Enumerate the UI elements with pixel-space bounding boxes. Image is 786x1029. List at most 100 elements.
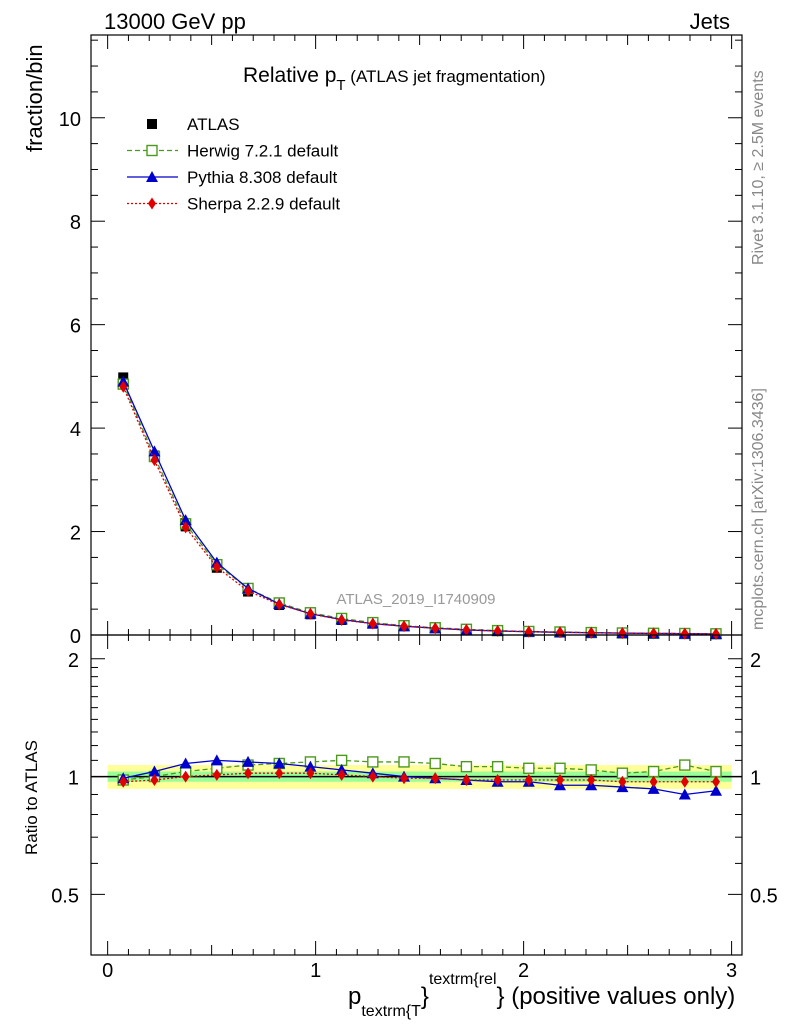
main-data-point bbox=[368, 617, 377, 630]
ratio-data-point bbox=[710, 765, 722, 778]
ratio-series-line bbox=[123, 772, 717, 783]
main-data-point bbox=[587, 626, 596, 639]
ratio-data-point bbox=[181, 770, 190, 783]
ratio-data-point bbox=[680, 775, 689, 788]
main-data-point bbox=[150, 454, 159, 467]
ratio-data-point bbox=[679, 759, 691, 771]
ratio-data-point bbox=[273, 757, 286, 769]
ratio-data-point bbox=[556, 773, 565, 786]
ratio-data-point bbox=[337, 768, 346, 781]
x-axis-label: ptextrm{T}textrm{rel} (positive values o… bbox=[348, 971, 735, 1020]
ratio-data-point bbox=[335, 754, 348, 767]
ratio-data-point bbox=[179, 757, 192, 769]
ratio-data-point bbox=[275, 767, 284, 780]
main-data-point bbox=[212, 561, 221, 574]
ratio-data-point bbox=[462, 773, 471, 786]
ratio-data-point bbox=[647, 782, 660, 794]
ratio-data-point bbox=[618, 775, 627, 788]
ratio-data-point bbox=[429, 757, 441, 770]
main-data-point bbox=[493, 624, 502, 637]
mcplots-label: mcplots.cern.ch [arXiv:1306.3436] bbox=[750, 388, 767, 630]
ratio-y-tick-label-right: 1 bbox=[750, 768, 761, 790]
main-y-tick-label: 6 bbox=[70, 316, 81, 338]
ratio-data-point bbox=[244, 767, 253, 780]
ratio-data-point bbox=[242, 755, 255, 767]
main-series-line bbox=[122, 386, 717, 635]
ratio-data-point bbox=[148, 765, 161, 777]
header-left: 13000 GeV pp bbox=[104, 9, 246, 34]
ratio-data-point bbox=[398, 756, 410, 768]
ratio-data-point bbox=[150, 773, 159, 786]
legend-label: Pythia 8.308 default bbox=[187, 168, 338, 187]
main-data-point bbox=[462, 623, 471, 636]
main-y-tick-label: 8 bbox=[70, 212, 81, 234]
main-y-tick-label: 0 bbox=[70, 626, 81, 648]
x-tick-label: 2 bbox=[518, 960, 529, 982]
main-data-point bbox=[181, 521, 190, 534]
x-tick-label: 1 bbox=[310, 960, 321, 982]
ratio-data-point bbox=[523, 762, 535, 774]
analysis-watermark: ATLAS_2019_I1740909 bbox=[336, 591, 495, 608]
ratio-series-line bbox=[123, 759, 717, 796]
ratio-data-point bbox=[400, 772, 409, 785]
ratio-data-point bbox=[712, 775, 721, 788]
plot-title: Relative pT (ATLAS jet fragmentation) bbox=[243, 64, 546, 94]
main-data-point bbox=[680, 627, 689, 640]
ratio-data-point bbox=[554, 762, 566, 774]
main-data-point bbox=[244, 585, 253, 598]
legend-entry: ATLAS bbox=[147, 115, 240, 134]
main-series-3 bbox=[119, 380, 721, 640]
main-data-point bbox=[275, 598, 284, 611]
ratio-data-point bbox=[367, 756, 379, 768]
ratio-y-tick-label: 1 bbox=[68, 768, 79, 790]
legend-marker bbox=[146, 144, 158, 157]
ratio-data-point bbox=[647, 765, 660, 778]
ratio-data-point bbox=[678, 788, 691, 800]
legend-entry: Pythia 8.308 default bbox=[127, 168, 338, 187]
ratio-data-point bbox=[524, 773, 533, 786]
ratio-data-point bbox=[212, 768, 221, 781]
main-data-point bbox=[306, 607, 315, 620]
rivet-label: Rivet 3.1.10, ≥ 2.5M events bbox=[750, 70, 767, 265]
main-data-point bbox=[431, 622, 440, 635]
ratio-y-tick-label-right: 0.5 bbox=[750, 885, 778, 907]
legend: ATLAS Herwig 7.2.1 default Pythia 8.308 de… bbox=[127, 115, 340, 214]
ratio-series-2 bbox=[119, 767, 721, 788]
ratio-frame bbox=[90, 634, 743, 956]
ratio-data-point bbox=[491, 760, 504, 773]
ratio-data-point bbox=[587, 773, 596, 786]
x-tick-label: 0 bbox=[102, 960, 113, 982]
main-y-tick-label: 4 bbox=[70, 419, 81, 441]
legend-marker bbox=[146, 171, 158, 182]
ratio-data-point bbox=[649, 775, 658, 788]
main-data-point bbox=[618, 627, 627, 640]
legend-label: ATLAS bbox=[187, 115, 240, 134]
ratio-data-point bbox=[460, 760, 473, 773]
ratio-y-tick-label: 0.5 bbox=[51, 885, 79, 907]
ratio-data-point bbox=[119, 775, 128, 788]
ratio-data-point bbox=[585, 764, 597, 776]
ratio-data-point bbox=[210, 754, 223, 766]
ratio-series-0 bbox=[117, 754, 722, 786]
ratio-y-axis-label: Ratio to ATLAS bbox=[22, 740, 41, 855]
main-data-point bbox=[649, 627, 658, 640]
ratio-data-point bbox=[304, 760, 317, 772]
header-right: Jets bbox=[690, 9, 730, 34]
main-y-tick-label: 2 bbox=[70, 523, 81, 545]
ratio-y-tick-label: 2 bbox=[68, 650, 79, 672]
ratio-y-tick-label-right: 2 bbox=[750, 650, 761, 672]
ratio-panel: 0.5 0.5 1 1 2 2 0 1 2 3 bbox=[51, 634, 778, 982]
main-data-point bbox=[337, 614, 346, 626]
ratio-data-point bbox=[431, 772, 440, 785]
legend-marker bbox=[148, 197, 156, 210]
main-data-point bbox=[119, 380, 128, 393]
legend-label: Herwig 7.2.1 default bbox=[187, 142, 338, 161]
main-y-axis-label: fraction/bin bbox=[22, 44, 47, 152]
ratio-data-point bbox=[306, 767, 315, 780]
x-tick-label: 3 bbox=[726, 960, 737, 982]
legend-marker bbox=[147, 119, 157, 129]
main-y-tick-label: 10 bbox=[59, 109, 81, 131]
main-data-point bbox=[400, 620, 409, 633]
